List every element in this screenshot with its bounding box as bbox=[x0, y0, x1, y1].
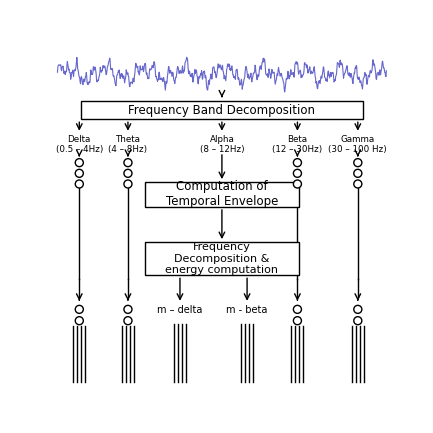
Text: Alpha
(8 – 12Hz): Alpha (8 – 12Hz) bbox=[200, 135, 244, 154]
Circle shape bbox=[354, 317, 362, 325]
Text: Computation of
Temporal Envelope: Computation of Temporal Envelope bbox=[166, 181, 278, 209]
Text: Frequency Band Decomposition: Frequency Band Decomposition bbox=[129, 103, 315, 116]
Circle shape bbox=[124, 317, 132, 325]
Circle shape bbox=[294, 158, 301, 167]
Circle shape bbox=[354, 158, 362, 167]
Text: m - beta: m - beta bbox=[226, 305, 268, 315]
Circle shape bbox=[75, 158, 83, 167]
Text: Gamma
(30 – 100 Hz): Gamma (30 – 100 Hz) bbox=[329, 135, 387, 154]
Text: Beta
(12 – 30Hz): Beta (12 – 30Hz) bbox=[272, 135, 323, 154]
Circle shape bbox=[354, 169, 362, 178]
Text: m – delta: m – delta bbox=[157, 305, 203, 315]
Circle shape bbox=[124, 180, 132, 188]
Circle shape bbox=[354, 180, 362, 188]
FancyBboxPatch shape bbox=[81, 101, 363, 120]
Circle shape bbox=[124, 158, 132, 167]
Circle shape bbox=[75, 169, 83, 178]
Circle shape bbox=[294, 305, 301, 313]
Circle shape bbox=[75, 305, 83, 313]
Circle shape bbox=[294, 180, 301, 188]
Text: Theta
(4 – 8Hz): Theta (4 – 8Hz) bbox=[108, 135, 148, 154]
FancyBboxPatch shape bbox=[145, 182, 299, 207]
Circle shape bbox=[75, 317, 83, 325]
Text: Delta
(0.5 – 4Hz): Delta (0.5 – 4Hz) bbox=[55, 135, 103, 154]
FancyBboxPatch shape bbox=[145, 242, 299, 275]
Circle shape bbox=[124, 169, 132, 178]
Circle shape bbox=[124, 305, 132, 313]
Circle shape bbox=[354, 305, 362, 313]
Circle shape bbox=[294, 169, 301, 178]
Text: Frequency
Decomposition &
energy computation: Frequency Decomposition & energy computa… bbox=[165, 242, 278, 275]
Circle shape bbox=[75, 180, 83, 188]
Circle shape bbox=[294, 317, 301, 325]
